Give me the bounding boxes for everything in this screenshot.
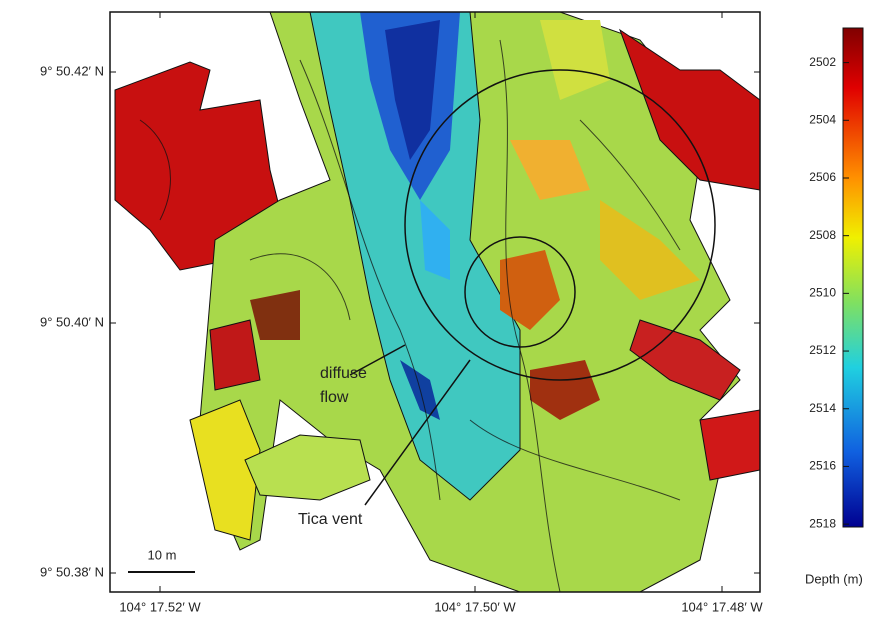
x-tick-label: 104° 17.48′ W bbox=[681, 599, 763, 614]
colorbar-tick-label: 2518 bbox=[809, 516, 836, 530]
annotation: diffuse bbox=[320, 365, 367, 382]
colorbar-tick-label: 2502 bbox=[809, 55, 836, 69]
colorbar-tick-label: 2504 bbox=[809, 112, 836, 126]
colorbar-tick-label: 2506 bbox=[809, 170, 836, 184]
x-tick-label: 104° 17.52′ W bbox=[119, 599, 201, 614]
figure: diffuse flow Tica vent 10 m Depth (m) 10… bbox=[0, 0, 878, 621]
colorbar bbox=[843, 28, 863, 527]
page: diffuse flow Tica vent 10 m Depth (m) 10… bbox=[0, 0, 878, 621]
colorbar-tick-label: 2512 bbox=[809, 343, 836, 357]
annotation: Tica vent bbox=[298, 511, 363, 528]
bathymetry bbox=[115, 12, 760, 592]
annotation: flow bbox=[320, 389, 349, 406]
scale-label: 10 m bbox=[148, 547, 177, 562]
x-tick-label: 104° 17.50′ W bbox=[434, 599, 516, 614]
y-tick-label: 9° 50.40′ N bbox=[40, 314, 104, 329]
colorbar-tick-label: 2514 bbox=[809, 401, 836, 415]
colorbar-tick-label: 2510 bbox=[809, 286, 836, 300]
colorbar-label: Depth (m) bbox=[805, 571, 863, 586]
y-tick-label: 9° 50.38′ N bbox=[40, 564, 104, 579]
colorbar-tick-label: 2516 bbox=[809, 459, 836, 473]
colorbar-tick-label: 2508 bbox=[809, 228, 836, 242]
y-tick-label: 9° 50.42′ N bbox=[40, 63, 104, 78]
